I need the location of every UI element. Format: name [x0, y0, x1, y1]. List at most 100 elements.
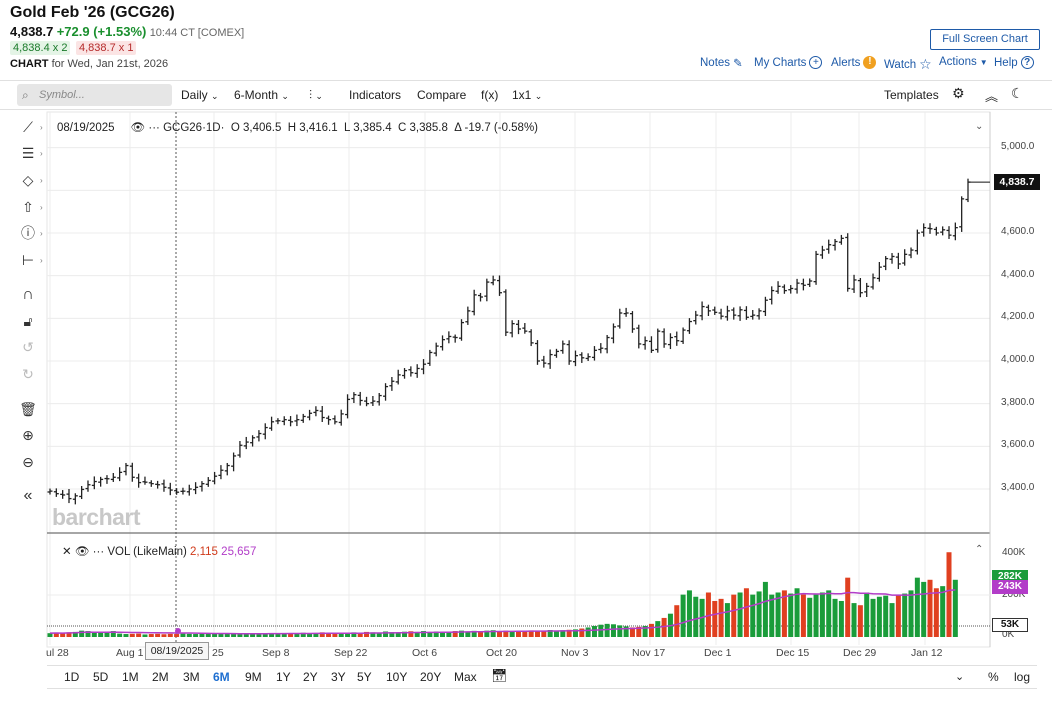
- lock-icon[interactable]: 🔓︎: [23, 313, 33, 329]
- chevron-right-icon[interactable]: ›: [40, 203, 43, 212]
- close-icon[interactable]: ✕: [62, 546, 72, 558]
- chevron-right-icon[interactable]: ›: [40, 229, 43, 238]
- chevron-right-icon[interactable]: ›: [40, 256, 43, 265]
- legend-chevron-down-icon[interactable]: ⌄: [975, 121, 984, 132]
- range-button-9m[interactable]: 9M: [245, 670, 262, 684]
- range-button-20y[interactable]: 20Y: [420, 670, 442, 684]
- volume-bar: [762, 581, 768, 637]
- period-select[interactable]: 6-Month ⌄: [234, 88, 289, 102]
- chevron-right-icon[interactable]: ›: [40, 123, 43, 132]
- ohlc-bar: [243, 436, 249, 450]
- shape-tool-icon[interactable]: ◇: [22, 172, 34, 188]
- ohlc-bar: [674, 331, 680, 346]
- range-button-1d[interactable]: 1D: [64, 670, 80, 684]
- watch-link[interactable]: Watch ☆: [884, 56, 932, 73]
- volume-bar: [357, 633, 363, 637]
- ohlc-bar: [712, 306, 718, 315]
- layout-select[interactable]: 1x1 ⌄: [512, 88, 542, 102]
- volume-bar: [66, 632, 72, 637]
- fib-tool-icon[interactable]: ☰: [21, 145, 35, 161]
- arrow-up-tool-icon[interactable]: ⇧: [22, 199, 34, 215]
- zoom-out-icon[interactable]: ⊖: [22, 454, 34, 470]
- chevron-right-icon[interactable]: ›: [40, 149, 43, 158]
- ohlc-bar: [503, 289, 509, 337]
- more-icon[interactable]: ···: [92, 546, 105, 558]
- ohlc-bar: [895, 252, 901, 270]
- alerts-link[interactable]: Alerts!: [831, 56, 877, 69]
- price-bars: [47, 178, 971, 505]
- range-button-2m[interactable]: 2M: [152, 670, 169, 684]
- volume-bar: [294, 633, 300, 637]
- calendar-icon[interactable]: 📅︎: [491, 668, 508, 683]
- volume-bar: [591, 625, 597, 637]
- time-axis-label: Dec 1: [704, 647, 732, 659]
- indicators-button[interactable]: Indicators: [349, 88, 402, 102]
- symbol-search-input[interactable]: ⌕ Symbol...: [17, 84, 172, 106]
- range-button-2y[interactable]: 2Y: [303, 670, 318, 684]
- notes-link[interactable]: Notes ✎: [700, 56, 743, 70]
- interval-select[interactable]: Daily ⌄: [181, 88, 219, 102]
- moon-icon[interactable]: ☾: [1011, 85, 1024, 101]
- eye-icon[interactable]: 👁︎: [74, 546, 90, 558]
- volume-bar: [421, 631, 427, 637]
- time-axis-label: Dec 15: [776, 647, 810, 659]
- range-button-10y[interactable]: 10Y: [386, 670, 408, 684]
- ohlc-bar: [155, 480, 161, 489]
- volume-bar: [769, 594, 775, 637]
- ohlc-bar: [940, 226, 946, 236]
- templates-button[interactable]: Templates: [884, 88, 939, 102]
- magnet-icon[interactable]: ∩: [22, 286, 34, 303]
- chevron-right-icon[interactable]: ›: [40, 176, 43, 185]
- interval-value: Daily: [181, 88, 208, 102]
- volume-bar: [693, 596, 699, 637]
- info-tool-icon[interactable]: ⓘ: [21, 225, 35, 241]
- undo-icon[interactable]: ↺: [22, 339, 34, 355]
- measure-tool-icon[interactable]: ⊢: [21, 252, 35, 268]
- ohlc-bar: [921, 223, 927, 237]
- actions-menu[interactable]: Actions ▼: [939, 56, 988, 68]
- ohlc-bar: [326, 415, 332, 425]
- ohlc-bar: [478, 292, 484, 302]
- zoom-in-icon[interactable]: ⊕: [22, 427, 34, 443]
- price-axis-label: 3,800.0: [1001, 396, 1035, 408]
- ohlc-bar: [351, 392, 357, 404]
- help-link[interactable]: Help?: [994, 56, 1034, 69]
- ohlc-bar: [737, 306, 743, 321]
- collapse-icon[interactable]: «: [23, 487, 33, 504]
- range-button-3m[interactable]: 3M: [183, 670, 200, 684]
- fx-button[interactable]: f(x): [481, 88, 499, 102]
- range-button-6m[interactable]: 6M: [213, 670, 230, 684]
- more-icon[interactable]: ···: [148, 122, 160, 134]
- ohlc-bar: [598, 343, 604, 354]
- range-button-max[interactable]: Max: [454, 670, 477, 684]
- chevrons-up-icon[interactable]: ︽: [985, 89, 999, 104]
- chevrons-down-icon[interactable]: ⌄: [955, 671, 965, 683]
- ohlc-bar: [250, 435, 256, 447]
- percent-toggle[interactable]: %: [988, 670, 999, 684]
- caret-down-icon: ▼: [979, 57, 988, 67]
- compare-button[interactable]: Compare: [417, 88, 467, 102]
- line-tool-icon[interactable]: ⟋: [23, 119, 33, 135]
- redo-icon[interactable]: ↻: [22, 366, 34, 382]
- range-button-5y[interactable]: 5Y: [357, 670, 372, 684]
- range-button-3y[interactable]: 3Y: [331, 670, 346, 684]
- ohlc-bar: [724, 305, 730, 321]
- trash-icon[interactable]: 🗑︎: [19, 401, 37, 417]
- range-button-1y[interactable]: 1Y: [276, 670, 291, 684]
- log-toggle[interactable]: log: [1014, 670, 1031, 684]
- vol-legend-chevron-up-icon[interactable]: ⌃: [975, 544, 984, 555]
- volume-bar: [452, 631, 458, 637]
- my-charts-link[interactable]: My Charts +: [754, 56, 823, 69]
- range-button-5d[interactable]: 5D: [93, 670, 109, 684]
- search-icon: ⌕: [22, 88, 29, 102]
- chart-type-select[interactable]: ⫶ ⌄: [309, 88, 323, 103]
- volume-bar: [889, 603, 895, 637]
- range-button-1m[interactable]: 1M: [122, 670, 139, 684]
- full-screen-chart-button[interactable]: Full Screen Chart: [930, 29, 1040, 50]
- chart-grid: [46, 111, 991, 660]
- quote-time: 10:44 CT [COMEX]: [149, 27, 245, 39]
- vol-current-tag: 53K: [992, 618, 1028, 632]
- eye-icon[interactable]: 👁︎: [130, 122, 146, 134]
- settings-icon[interactable]: ⚙: [952, 85, 965, 101]
